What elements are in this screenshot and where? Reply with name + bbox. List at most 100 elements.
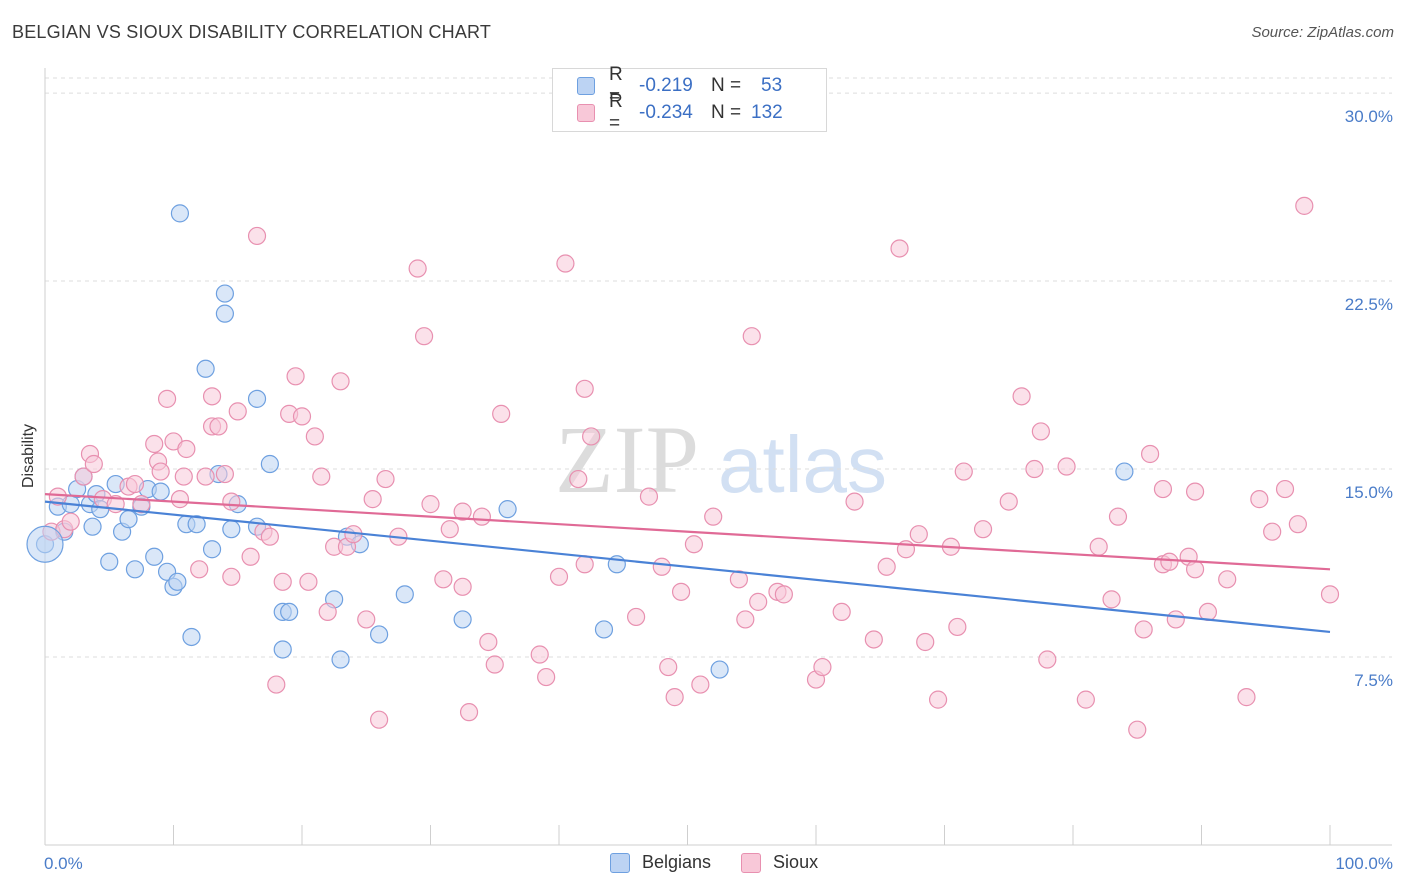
- sioux-point: [453, 577, 472, 596]
- data-points: [26, 196, 1340, 739]
- sioux-point: [973, 520, 993, 539]
- n-value: 132: [751, 102, 783, 123]
- belgians-point: [168, 572, 187, 591]
- belgians-point: [395, 585, 414, 604]
- sioux-point: [312, 467, 331, 486]
- sioux-point: [125, 474, 145, 494]
- sioux-point: [813, 657, 832, 677]
- sioux-point: [1140, 444, 1160, 464]
- legend-item-belgians[interactable]: Belgians: [610, 852, 711, 873]
- sioux-point: [659, 657, 678, 677]
- n-label: N =: [711, 102, 742, 123]
- belgians-point: [370, 625, 389, 644]
- belgians-point: [182, 627, 201, 647]
- r-label: R =: [609, 64, 623, 107]
- sioux-point: [1263, 522, 1282, 541]
- sioux-point: [1038, 650, 1057, 669]
- y-tick-label: 15.0%: [1345, 483, 1393, 502]
- belgians-point: [1115, 462, 1134, 481]
- sioux-point: [1025, 459, 1044, 479]
- r-value: -0.219: [639, 75, 693, 96]
- belgians-point: [260, 454, 279, 474]
- series-legend: Belgians Sioux: [610, 852, 848, 873]
- belgians-trend-line: [44, 500, 1331, 634]
- sioux-point: [1250, 490, 1269, 509]
- legend-label-sioux: Sioux: [773, 852, 819, 872]
- y-tick-label: 30.0%: [1345, 107, 1393, 126]
- belgians-point: [119, 510, 138, 529]
- sioux-point: [222, 492, 241, 511]
- sioux-point: [1102, 590, 1121, 609]
- sioux-point: [331, 372, 350, 391]
- sioux-point: [215, 464, 234, 484]
- source-label: Source: ZipAtlas.com: [1251, 24, 1394, 41]
- x-tick-label: 0.0%: [44, 854, 83, 873]
- belgians-point: [215, 284, 234, 303]
- sioux-point: [74, 467, 93, 486]
- sioux-point: [749, 592, 768, 611]
- sioux-point: [1160, 552, 1179, 571]
- sioux-point: [485, 655, 504, 674]
- sioux-point: [357, 610, 376, 629]
- sioux-point: [864, 630, 883, 649]
- sioux-point: [1218, 570, 1237, 589]
- sioux-point: [145, 434, 164, 454]
- sioux-point: [1057, 457, 1076, 476]
- sioux-point: [299, 572, 318, 591]
- legend-item-sioux[interactable]: Sioux: [741, 852, 818, 873]
- sioux-point: [209, 417, 228, 436]
- belgians-point: [83, 517, 102, 536]
- belgians-point: [498, 500, 517, 519]
- belgians-swatch: [577, 77, 595, 95]
- sioux-point: [928, 690, 948, 709]
- belgians-point: [215, 304, 234, 323]
- sioux-point: [174, 467, 193, 486]
- sioux-point: [832, 602, 851, 622]
- watermark: ZIP atlas: [555, 406, 887, 513]
- correlation-legend: R = -0.219 N = 53 R = -0.234 N = 132: [552, 64, 827, 134]
- n-label: N =: [711, 75, 742, 96]
- sioux-point: [999, 492, 1018, 511]
- sioux-trend-line: [44, 492, 1331, 571]
- sioux-point: [729, 570, 749, 589]
- sioux-point: [228, 402, 247, 421]
- sioux-point: [157, 389, 177, 408]
- sioux-point: [196, 467, 215, 486]
- belgians-point: [145, 547, 164, 566]
- sioux-point: [877, 557, 896, 576]
- sioux-point: [582, 427, 601, 446]
- belgians-point: [26, 525, 64, 563]
- legend-row-sioux: R = -0.234 N = 132: [577, 91, 783, 134]
- belgians-point: [222, 520, 241, 539]
- sioux-point: [479, 632, 498, 652]
- r-label: R =: [609, 91, 623, 134]
- belgians-point: [453, 610, 472, 629]
- sioux-point: [170, 490, 190, 509]
- sioux-point: [954, 462, 973, 481]
- sioux-point: [736, 610, 755, 629]
- sioux-point: [273, 572, 292, 591]
- r-value: -0.234: [639, 102, 693, 123]
- trend-lines: [44, 492, 1331, 634]
- belgians-point: [125, 560, 145, 579]
- sioux-point: [48, 487, 67, 506]
- belgians-point: [151, 482, 170, 501]
- belgians-legend-swatch: [610, 852, 630, 873]
- sioux-point: [318, 602, 337, 622]
- sioux-point: [292, 407, 312, 426]
- sioux-point: [916, 632, 935, 652]
- sioux-point: [1012, 387, 1031, 406]
- sioux-point: [1153, 479, 1173, 499]
- belgians-point: [331, 650, 350, 669]
- sioux-point: [247, 226, 267, 246]
- sioux-point: [537, 667, 556, 687]
- sioux-point: [1031, 422, 1050, 441]
- sioux-point: [453, 502, 472, 521]
- sioux-point: [363, 490, 382, 509]
- belgians-point: [247, 389, 267, 408]
- sioux-point: [1128, 720, 1147, 739]
- belgians-point: [170, 204, 190, 223]
- watermark-atlas: atlas: [718, 420, 887, 509]
- sioux-point: [556, 254, 575, 273]
